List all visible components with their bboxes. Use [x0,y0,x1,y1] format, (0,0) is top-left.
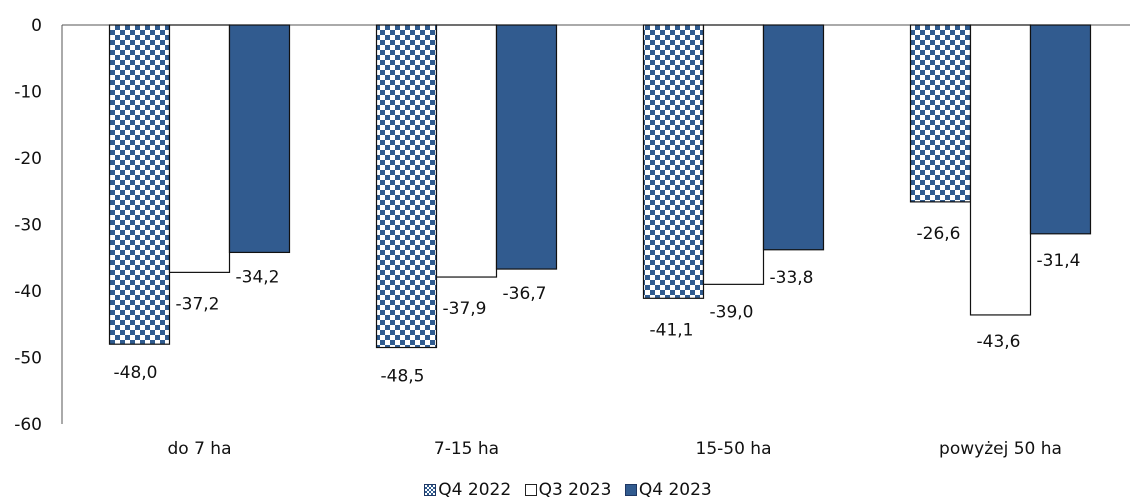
x-tick-label: 7-15 ha [434,439,499,459]
bar-q3-2023 [168,24,231,273]
data-label: -36,7 [503,284,547,304]
legend: Q4 2022 Q3 2023 Q4 2023 [0,480,1136,500]
x-tick-label: powyżej 50 ha [939,439,1062,459]
y-tick-label: -60 [14,415,42,435]
data-label: -31,4 [1037,251,1081,271]
bar-q3-2023 [435,24,498,278]
legend-item-q4-2023: Q4 2023 [624,480,712,500]
bar-q3-2023 [702,24,765,285]
bar-q4-2022 [108,24,171,345]
bar-q4-2023 [762,24,825,251]
y-tick-label: 0 [31,16,42,36]
data-label: -39,0 [710,302,754,322]
y-tick-label: -40 [14,282,42,302]
legend-item-q3-2023: Q3 2023 [524,480,612,500]
data-label: -37,9 [443,299,487,319]
legend-item-q4-2022: Q4 2022 [424,480,511,500]
data-label: -33,8 [770,268,814,288]
bar-q4-2023 [1029,24,1092,235]
bar-q4-2023 [495,24,558,270]
y-tick-label: -50 [14,349,42,369]
data-label: -48,5 [381,367,425,387]
data-label: -37,2 [176,294,220,314]
bar-q4-2023 [228,24,291,254]
axes: 0 -10 -20 -30 -40 -50 -60 do 7 ha 7-15 ha 15-50 h… [14,16,1130,459]
bar-q4-2022 [375,24,438,349]
data-label: -26,6 [917,224,961,244]
legend-label: Q4 2022 [438,480,512,500]
y-tick-label: -30 [14,216,42,236]
bar-q4-2022 [642,24,705,299]
legend-swatch-solid [624,484,637,496]
data-label: -43,6 [977,332,1021,352]
x-tick-label: 15-50 ha [696,439,772,459]
bar-q4-2022 [909,24,972,203]
y-tick-label: -20 [14,149,42,169]
data-label: -48,0 [114,363,158,383]
bars [108,24,1092,349]
legend-swatch-checkered [424,484,437,496]
legend-label: Q3 2023 [538,480,612,500]
bar-q3-2023 [969,24,1032,316]
x-tick-label: do 7 ha [167,439,231,459]
data-label: -41,1 [650,320,694,340]
legend-swatch-white [524,484,537,496]
data-label: -34,2 [236,267,280,287]
y-tick-label: -10 [14,83,42,103]
data-labels: -48,0 -48,5 -41,1 -26,6 -37,2 -37,9 -39,0 -43,6… [114,224,1081,387]
legend-label: Q4 2023 [638,480,712,500]
bar-chart-svg: 0 -10 -20 -30 -40 -50 -60 do 7 ha 7-15 ha 15-50 h… [14,16,1130,459]
